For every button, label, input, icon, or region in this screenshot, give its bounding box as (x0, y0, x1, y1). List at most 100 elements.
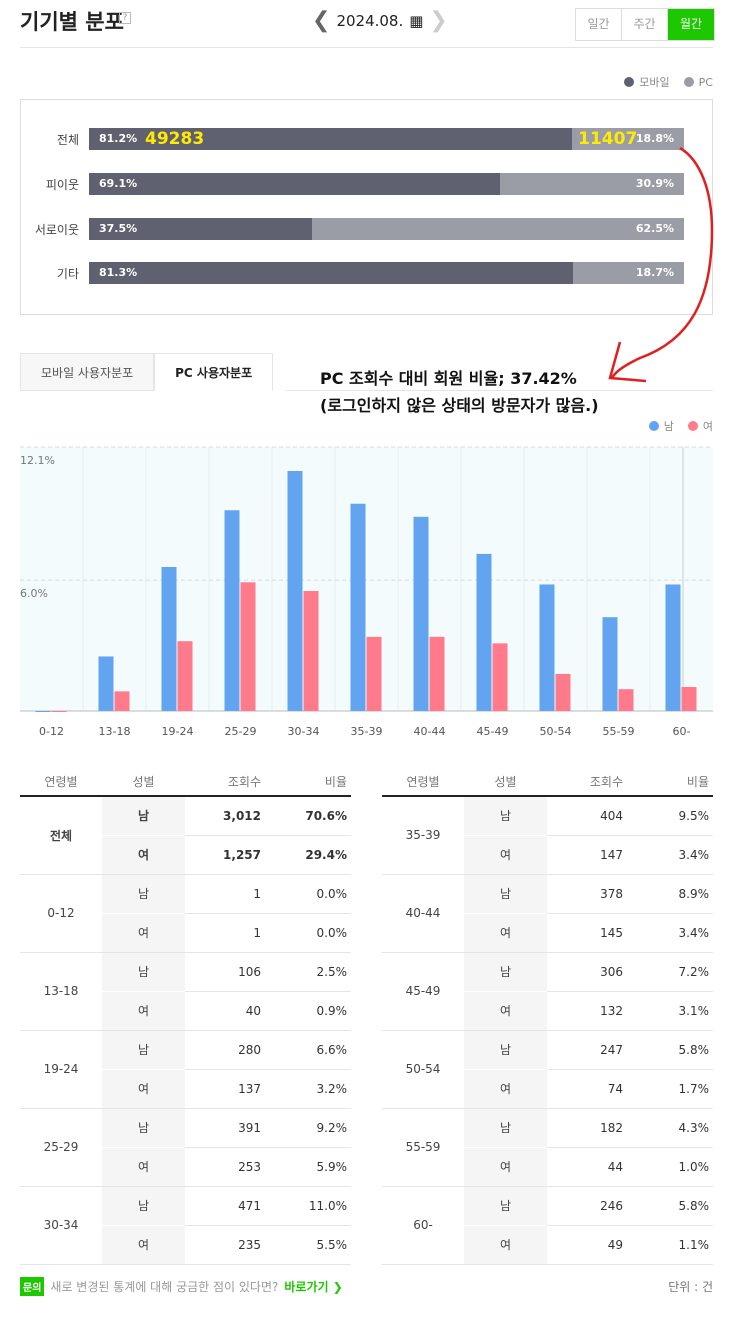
x-tick-label: 40-44 (414, 725, 446, 738)
annotation-line-2: (로그인하지 않은 상태의 방문자가 많음.) (320, 396, 599, 415)
legend-male-label: 남 (663, 420, 674, 433)
ratio-cell: 0.0% (265, 913, 351, 953)
table-row: 여 137 3.2% (20, 1069, 351, 1109)
ratio-cell: 5.9% (265, 1147, 351, 1187)
count-cell: 49 (547, 1225, 627, 1265)
footer-text: 새로 변경된 통계에 대해 궁금한 점이 있다면? (50, 1280, 279, 1294)
count-cell: 391 (185, 1108, 265, 1148)
column-header: 성별 (464, 768, 547, 797)
pc-segment[interactable]: 18.7% (572, 262, 684, 284)
male-bar-30-34 (287, 471, 303, 711)
column-header: 비율 (627, 768, 713, 797)
ratio-cell: 3.4% (627, 835, 713, 875)
device-bar[interactable]: 69.1% 30.9% (89, 173, 684, 195)
footer: 문의 새로 변경된 통계에 대해 궁금한 점이 있다면? 바로가기 ❯ (20, 1277, 343, 1296)
column-header: 연령별 (382, 768, 464, 797)
y-tick-label: 6.0% (20, 587, 48, 600)
count-cell: 1,257 (185, 835, 265, 875)
mobile-segment[interactable]: 81.2% 49283 (89, 128, 573, 150)
period-tabs: 일간 주간 월간 (575, 8, 715, 41)
table-row: 13-18 남 106 2.5% (20, 952, 351, 1031)
gender-cell: 여 (464, 1225, 547, 1265)
pc-segment[interactable]: 18.8% 11407 (572, 128, 684, 150)
female-bar-25-29 (240, 582, 256, 711)
ratio-cell: 29.4% (265, 835, 351, 875)
divider (20, 47, 713, 48)
male-bar-40-44 (413, 516, 429, 711)
device-row: 서로이웃 37.5% 62.5% (21, 218, 712, 240)
device-bar[interactable]: 37.5% 62.5% (89, 218, 684, 240)
tab-pc-users[interactable]: PC 사용자분포 (154, 353, 274, 391)
mobile-segment[interactable]: 81.3% (89, 262, 573, 284)
age-group: 35-39 (382, 796, 464, 875)
pc-percent: 30.9% (635, 177, 674, 190)
pc-segment[interactable]: 30.9% (500, 173, 684, 195)
x-tick-label: 0-12 (39, 725, 64, 738)
male-bar-60- (665, 584, 681, 711)
pc-segment[interactable]: 62.5% (312, 218, 684, 240)
stats-table-right: 연령별 성별 조회수 비율 35-39 남 404 9.5% 여 147 3.4% 40-44 남 378… (382, 768, 713, 1265)
x-tick-label: 45-49 (477, 725, 509, 738)
ratio-cell: 9.2% (265, 1108, 351, 1148)
female-bar-55-59 (618, 689, 634, 711)
y-tick-label: 12.1% (20, 454, 55, 467)
column-header: 비율 (265, 768, 351, 797)
count-cell: 137 (185, 1069, 265, 1109)
ratio-cell: 0.0% (265, 874, 351, 914)
device-row: 피이웃 69.1% 30.9% (21, 173, 712, 195)
help-icon[interactable]: ? (119, 12, 131, 24)
mobile-percent: 81.2% (99, 132, 138, 145)
tab-daily[interactable]: 일간 (576, 9, 622, 40)
page-title: 기기별 분포 (20, 10, 124, 34)
next-month-button[interactable]: ❯ (429, 8, 448, 33)
gender-cell: 남 (102, 1186, 185, 1226)
count-cell: 132 (547, 991, 627, 1031)
tab-weekly[interactable]: 주간 (622, 9, 668, 40)
table-header: 연령별 성별 조회수 비율 (20, 768, 351, 797)
ratio-cell: 3.1% (627, 991, 713, 1031)
device-bar[interactable]: 81.2% 49283 18.8% 11407 (89, 128, 684, 150)
gender-cell: 여 (102, 1147, 185, 1187)
column-header: 조회수 (185, 768, 265, 797)
ratio-cell: 6.6% (265, 1030, 351, 1070)
gender-cell: 여 (102, 1225, 185, 1265)
gender-cell: 여 (102, 835, 185, 875)
legend-pc: PC (683, 76, 713, 89)
count-cell: 1 (185, 874, 265, 914)
table-row: 여 1,257 29.4% (20, 835, 351, 875)
ratio-cell: 1.1% (627, 1225, 713, 1265)
legend-mobile: 모바일 (624, 74, 670, 90)
gender-cell: 여 (464, 1147, 547, 1187)
device-row-label: 서로이웃 (34, 223, 79, 237)
age-group: 25-29 (20, 1108, 102, 1187)
age-group: 0-12 (20, 874, 102, 953)
go-link[interactable]: 바로가기 ❯ (284, 1280, 343, 1294)
pc-percent: 18.8% (635, 132, 674, 145)
table-row: 여 235 5.5% (20, 1225, 351, 1265)
mobile-count: 49283 (145, 129, 205, 149)
ratio-cell: 5.5% (265, 1225, 351, 1265)
table-row: 여 74 1.7% (382, 1069, 713, 1109)
female-bar-13-18 (114, 691, 130, 711)
prev-month-button[interactable]: ❮ (312, 8, 331, 33)
mobile-percent: 69.1% (99, 177, 138, 190)
table-header: 연령별 성별 조회수 비율 (382, 768, 713, 797)
male-bar-19-24 (161, 567, 177, 711)
ratio-cell: 3.2% (265, 1069, 351, 1109)
calendar-icon[interactable]: ▦ (409, 11, 424, 30)
mobile-segment[interactable]: 69.1% (89, 173, 501, 195)
gender-cell: 여 (464, 913, 547, 953)
x-tick-label: 50-54 (540, 725, 572, 738)
table-row: 0-12 남 1 0.0% (20, 874, 351, 953)
ratio-cell: 70.6% (265, 796, 351, 836)
male-bar-13-18 (98, 656, 114, 711)
device-row-label: 피이웃 (45, 178, 79, 192)
device-bar[interactable]: 81.3% 18.7% (89, 262, 684, 284)
legend-male: 남 (648, 418, 674, 434)
legend-female-label: 여 (702, 420, 713, 433)
gender-cell: 남 (102, 952, 185, 992)
mobile-segment[interactable]: 37.5% (89, 218, 313, 240)
gender-cell: 남 (464, 874, 547, 914)
tab-monthly[interactable]: 월간 (668, 9, 714, 40)
tab-mobile-users[interactable]: 모바일 사용자분포 (20, 353, 155, 391)
